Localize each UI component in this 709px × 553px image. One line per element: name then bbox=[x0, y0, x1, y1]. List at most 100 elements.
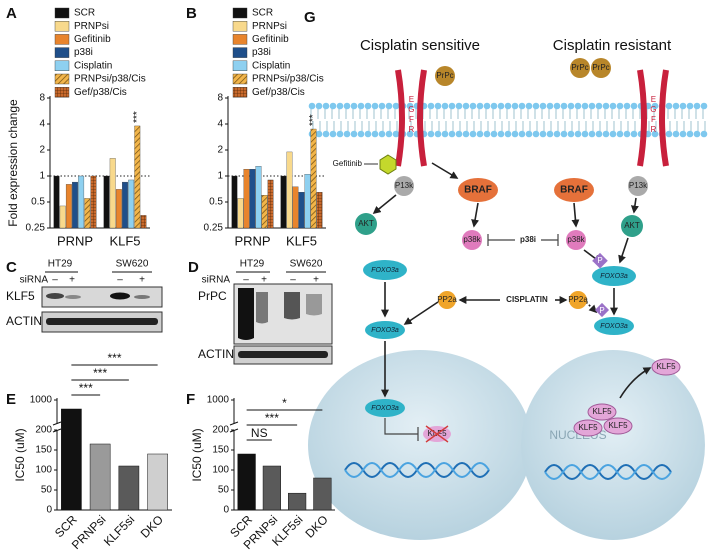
lipid-head bbox=[539, 102, 547, 110]
panel-label: G bbox=[304, 9, 316, 26]
lipid-head bbox=[455, 130, 463, 138]
y-tick-label: 200 bbox=[35, 425, 52, 436]
klf5 bbox=[603, 417, 633, 435]
y-tick-label: 2 bbox=[39, 145, 45, 156]
dna bbox=[344, 462, 490, 478]
legend-swatch bbox=[232, 86, 248, 98]
klf5 bbox=[587, 403, 617, 421]
bar bbox=[140, 215, 147, 229]
arrow bbox=[630, 197, 639, 214]
lane-label: – bbox=[290, 275, 296, 286]
klf5 bbox=[651, 358, 681, 376]
condition-title: Cisplatin sensitive bbox=[360, 37, 480, 54]
panel-label: C bbox=[6, 259, 17, 276]
lipid-head bbox=[462, 130, 470, 138]
x-tick-label: PRNP bbox=[234, 233, 270, 248]
prion-label: PrPc bbox=[436, 71, 453, 80]
lipid-head bbox=[616, 102, 624, 110]
legend-swatch bbox=[54, 73, 70, 85]
bar bbox=[255, 166, 262, 229]
significance-label: *** bbox=[265, 411, 279, 425]
band bbox=[65, 295, 81, 299]
legend-swatch bbox=[54, 47, 70, 58]
x-tick-label: KLF5si bbox=[101, 512, 137, 548]
legend-label: p38i bbox=[252, 47, 271, 58]
prion-label: PrPc bbox=[571, 63, 588, 72]
lipid-head bbox=[511, 102, 519, 110]
significance-label: NS bbox=[251, 426, 268, 440]
lipid-head bbox=[595, 102, 603, 110]
receptor bbox=[417, 69, 427, 167]
arrow bbox=[619, 367, 652, 399]
lane-label: + bbox=[313, 275, 319, 286]
lipid-head bbox=[581, 130, 589, 138]
lipid-head bbox=[329, 130, 337, 138]
axis-break bbox=[52, 421, 62, 426]
lipid-head bbox=[392, 130, 400, 138]
bar bbox=[249, 169, 256, 229]
dna bbox=[544, 464, 672, 480]
y-tick-label: 50 bbox=[41, 485, 53, 496]
nucleus bbox=[308, 350, 532, 540]
lipid-head bbox=[378, 102, 386, 110]
drug bbox=[379, 154, 397, 175]
arrow bbox=[471, 202, 480, 228]
lipid-head bbox=[532, 102, 540, 110]
lane-label: + bbox=[139, 275, 145, 286]
panel-label: D bbox=[188, 259, 199, 276]
legend-label: SCR bbox=[252, 8, 273, 19]
legend-swatch bbox=[232, 60, 248, 71]
bar bbox=[118, 465, 140, 511]
y-tick-label: 0.25 bbox=[204, 223, 224, 234]
lipid-head bbox=[532, 130, 540, 138]
receptor-label: EGFR bbox=[407, 95, 416, 135]
p38 bbox=[566, 230, 586, 250]
lipid-head bbox=[371, 130, 379, 138]
treatment-label: siRNA bbox=[20, 275, 49, 286]
bar bbox=[313, 477, 332, 511]
legend-swatch bbox=[232, 34, 248, 45]
lipid-head bbox=[665, 130, 673, 138]
phospho bbox=[592, 252, 608, 269]
legend-swatch bbox=[54, 86, 70, 98]
bar bbox=[84, 198, 91, 229]
lipid-head bbox=[630, 130, 638, 138]
braf bbox=[458, 178, 498, 202]
band bbox=[306, 294, 322, 316]
lipid-head bbox=[350, 102, 358, 110]
arrow bbox=[618, 237, 629, 264]
bar bbox=[65, 184, 72, 229]
receptor-label: EGFR bbox=[649, 95, 658, 135]
foxo-label: FOXO3a bbox=[600, 323, 628, 330]
lipid-head bbox=[679, 102, 687, 110]
lipid-head bbox=[630, 102, 638, 110]
significance-label: *** bbox=[79, 381, 93, 395]
lipid-head bbox=[672, 102, 680, 110]
y-tick-label: 200 bbox=[212, 425, 229, 436]
arrow bbox=[431, 162, 459, 179]
band bbox=[256, 292, 268, 324]
p38-label: p38k bbox=[567, 235, 585, 244]
prion bbox=[435, 66, 455, 86]
lipid-head bbox=[609, 102, 617, 110]
band bbox=[238, 288, 254, 340]
lipid-head bbox=[322, 102, 330, 110]
bar bbox=[128, 179, 135, 229]
legend-label: Cisplatin bbox=[252, 60, 290, 71]
x-tick-label: PRNP bbox=[57, 233, 93, 248]
legend-swatch bbox=[232, 47, 248, 58]
pi3k-label: P13k bbox=[395, 181, 414, 190]
lane-label: – bbox=[243, 275, 249, 286]
bar bbox=[261, 195, 268, 229]
lipid-head bbox=[490, 130, 498, 138]
y-tick-label: 2 bbox=[217, 145, 223, 156]
bar bbox=[89, 443, 111, 511]
lipid-head bbox=[350, 130, 358, 138]
lipid-head bbox=[623, 130, 631, 138]
lipid-head bbox=[315, 130, 323, 138]
lipid-head bbox=[385, 130, 393, 138]
braf-label: BRAF bbox=[464, 185, 492, 196]
legend-swatch bbox=[232, 7, 248, 19]
legend-swatch bbox=[54, 7, 70, 19]
